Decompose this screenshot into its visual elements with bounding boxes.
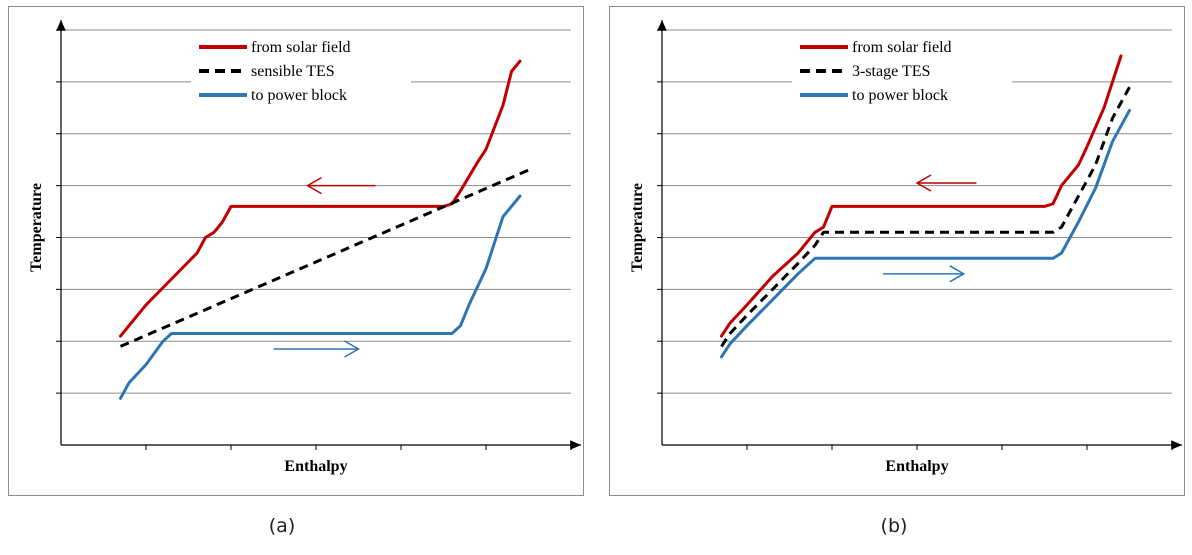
y-axis-label: Temperature (28, 183, 45, 272)
x-axis-label: Enthalpy (885, 458, 948, 475)
legend-label-2: 3-stage TES (852, 63, 930, 80)
chart-panel-b: Enthalpy Temperature from solar field 3-sta… (609, 6, 1185, 496)
series-line-2 (119, 168, 530, 348)
legend-label-3: to power block (852, 87, 948, 104)
series-line-1 (119, 59, 522, 338)
panel-label-b: (b) (880, 515, 908, 537)
legend-label-2: sensible TES (251, 63, 335, 80)
panel-label-a: (a) (268, 515, 296, 537)
chart-a-svg: Enthalpy Temperature from solar field sensi… (28, 20, 581, 475)
chart-panel-a: Enthalpy Temperature from solar field sensi… (8, 6, 584, 496)
series-line-1 (720, 54, 1123, 338)
x-axis-label: Enthalpy (284, 458, 347, 475)
legend-label-3: to power block (251, 87, 347, 104)
flow-arrow-left (305, 176, 376, 195)
series-line-3 (119, 194, 522, 400)
flow-arrow-right (273, 340, 361, 358)
series-line-2 (720, 86, 1131, 348)
chart-b-svg: Enthalpy Temperature from solar field 3-sta… (629, 20, 1182, 475)
series-line-3 (720, 108, 1131, 359)
flow-arrow-right (883, 265, 966, 283)
flow-arrow-left (915, 174, 977, 192)
y-axis-label: Temperature (629, 183, 646, 272)
legend-label-1: from solar field (852, 39, 952, 56)
legend-label-1: from solar field (251, 39, 351, 56)
